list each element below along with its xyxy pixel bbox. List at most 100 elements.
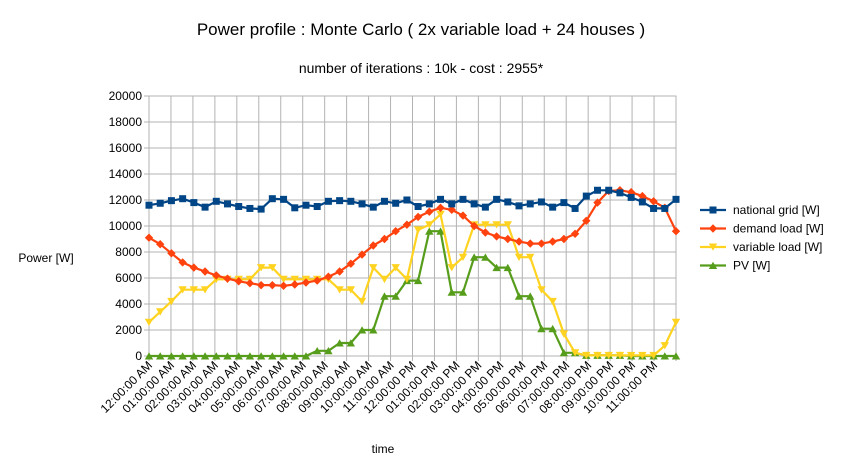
data-point	[548, 297, 557, 306]
y-tick-label: 10000	[109, 219, 143, 233]
data-point	[189, 263, 199, 272]
data-point	[604, 351, 613, 360]
data-point	[336, 197, 344, 205]
data-point	[357, 326, 367, 334]
data-point	[559, 234, 569, 244]
data-point	[178, 258, 187, 267]
data-point	[470, 200, 478, 208]
data-point	[459, 195, 467, 203]
data-point	[145, 201, 153, 209]
data-point	[638, 191, 647, 201]
y-tick-label: 18000	[109, 115, 143, 129]
data-point	[190, 199, 198, 207]
data-point	[279, 352, 288, 360]
data-point	[234, 277, 243, 286]
y-tick-label: 16000	[109, 141, 143, 155]
legend: national grid [W] demand load [W] variable…	[700, 203, 824, 273]
chart-title: Power profile : Monte Carlo ( 2x variabl…	[197, 20, 645, 39]
legend-label: variable load [W]	[733, 240, 822, 254]
y-tick-label: 4000	[115, 297, 142, 311]
data-point	[167, 297, 176, 306]
data-point	[627, 193, 635, 201]
data-point	[380, 275, 389, 284]
data-point	[223, 200, 231, 208]
data-point	[167, 197, 175, 205]
data-point	[616, 189, 624, 197]
y-tick-label: 8000	[115, 245, 142, 259]
data-point	[458, 211, 468, 220]
data-point	[156, 199, 164, 207]
x-axis-label: time	[372, 442, 395, 456]
legend-label: national grid [W]	[733, 203, 820, 217]
data-point	[246, 204, 254, 212]
y-tick-label: 0	[135, 349, 142, 363]
data-point	[436, 203, 445, 212]
data-point	[425, 227, 434, 235]
legend-label: demand load [W]	[733, 222, 824, 236]
data-point	[346, 286, 356, 294]
data-point	[481, 221, 490, 229]
data-point	[369, 326, 378, 334]
data-point	[458, 253, 468, 261]
plot-border	[148, 95, 677, 357]
data-point	[313, 203, 321, 210]
data-point	[391, 292, 400, 300]
data-point	[661, 204, 669, 212]
data-point	[671, 352, 681, 360]
data-point	[593, 198, 602, 207]
data-point	[268, 195, 276, 203]
data-point	[582, 351, 591, 360]
data-point	[671, 318, 681, 326]
y-tick-label: 2000	[115, 323, 142, 337]
data-point	[413, 276, 423, 285]
data-point	[526, 292, 535, 300]
data-point	[481, 253, 490, 261]
data-point	[301, 278, 311, 287]
data-point	[380, 234, 389, 244]
legend-marker	[709, 206, 717, 214]
data-point	[391, 264, 400, 272]
data-point	[256, 352, 266, 360]
data-point	[212, 197, 220, 205]
data-point	[144, 352, 154, 360]
data-point	[256, 280, 266, 290]
data-point	[638, 351, 647, 360]
y-tick-label: 12000	[109, 193, 143, 207]
data-point	[200, 267, 210, 276]
data-point	[537, 324, 546, 333]
data-point	[425, 207, 434, 216]
data-point	[560, 199, 568, 207]
data-point	[660, 342, 669, 350]
data-point	[548, 237, 557, 246]
data-point	[660, 352, 669, 360]
data-point	[369, 264, 378, 272]
data-point	[514, 237, 524, 246]
data-point	[414, 203, 422, 210]
data-point	[425, 200, 433, 208]
data-point	[402, 220, 412, 229]
data-point	[492, 232, 501, 241]
legend-marker	[708, 261, 718, 269]
data-point	[413, 212, 423, 222]
data-point	[593, 351, 602, 360]
legend-marker	[708, 224, 718, 233]
data-point	[279, 281, 288, 290]
data-point	[448, 200, 456, 208]
data-point	[324, 272, 333, 281]
y-tick-label: 14000	[109, 167, 143, 181]
data-point	[324, 347, 333, 355]
data-point	[526, 239, 535, 248]
data-point	[257, 205, 265, 213]
legend-entry: demand load [W]	[700, 222, 824, 236]
data-point	[650, 204, 658, 212]
data-point	[503, 221, 513, 229]
data-point	[537, 239, 546, 248]
data-point	[290, 275, 299, 284]
data-point	[156, 352, 165, 360]
data-point	[167, 249, 176, 258]
data-point	[189, 352, 199, 360]
data-point	[403, 196, 411, 204]
data-point	[369, 241, 378, 250]
data-point	[549, 203, 557, 211]
